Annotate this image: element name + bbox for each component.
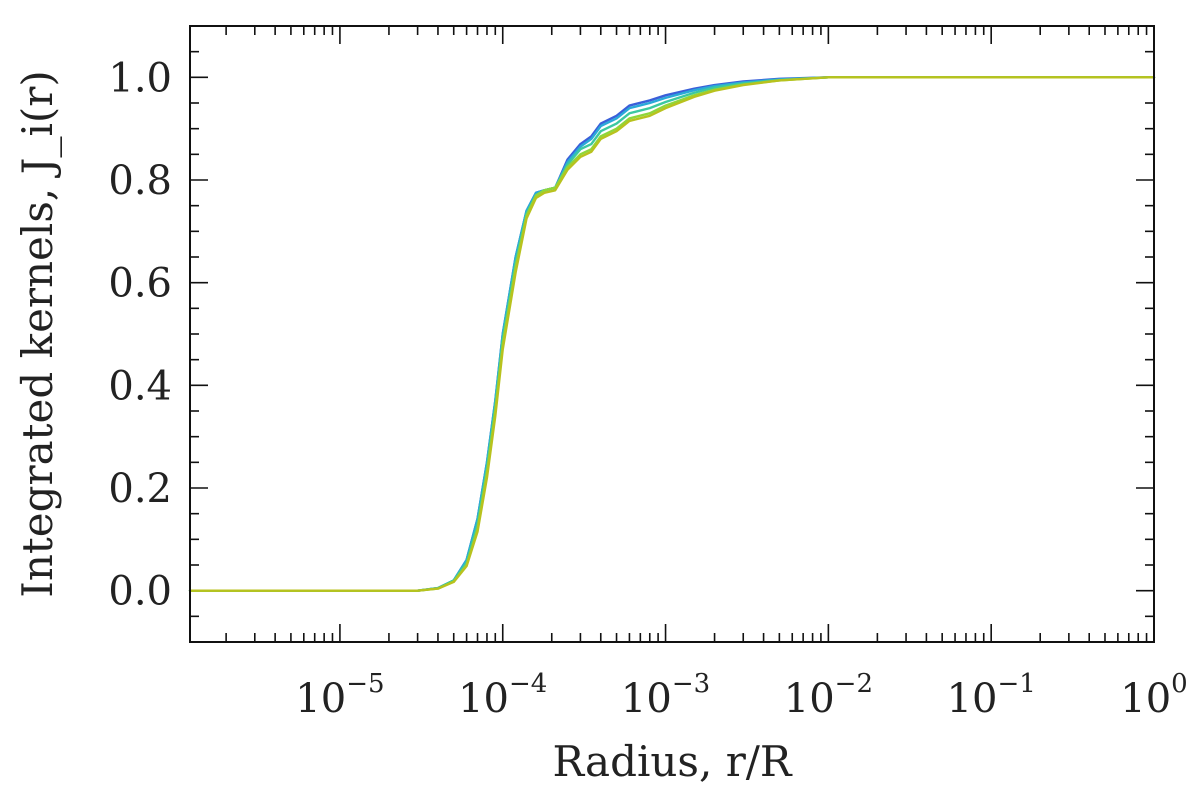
x-tick-exponent: −3 xyxy=(672,669,710,699)
x-axis-label: Radius, r/R xyxy=(552,737,792,786)
y-tick-label: 0.2 xyxy=(108,466,172,512)
y-tick-label: 1.0 xyxy=(108,55,172,101)
y-tick-label: 0.6 xyxy=(108,261,172,307)
series-line-3 xyxy=(188,76,1156,592)
plot-frame xyxy=(189,25,1155,643)
x-tick-base: 10 xyxy=(784,676,835,722)
x-tick-exponent: −5 xyxy=(346,669,384,699)
y-tick-labels: 0.0 0.2 0.4 0.6 0.8 1.0 xyxy=(108,55,172,614)
series-line-1 xyxy=(188,76,1156,592)
x-tick-exponent: −4 xyxy=(509,669,547,699)
x-tick-base: 10 xyxy=(947,676,998,722)
x-tick-exponent: −2 xyxy=(835,669,873,699)
x-tick-exponent: −1 xyxy=(997,669,1035,699)
y-tick-label: 0.4 xyxy=(108,363,172,409)
series-layer xyxy=(188,76,1156,592)
axis-ticks xyxy=(190,25,1155,643)
y-tick-label: 0.0 xyxy=(108,569,172,615)
x-tick-base: 10 xyxy=(1120,676,1171,722)
x-tick-exponent: 0 xyxy=(1171,669,1188,699)
x-tick-label: 10−3 xyxy=(621,669,710,722)
series-line-2 xyxy=(188,76,1156,592)
x-tick-label: 10−2 xyxy=(784,669,873,722)
x-tick-label: 10−1 xyxy=(947,669,1036,722)
x-tick-base: 10 xyxy=(458,676,509,722)
series-line-5 xyxy=(188,76,1156,592)
y-tick-label: 0.8 xyxy=(108,158,172,204)
series-line-4 xyxy=(188,76,1156,592)
x-tick-base: 10 xyxy=(295,676,346,722)
x-tick-base: 10 xyxy=(621,676,672,722)
x-tick-label: 10−5 xyxy=(295,669,384,722)
x-tick-label: 100 xyxy=(1120,669,1187,722)
x-tick-label: 10−4 xyxy=(458,669,547,722)
x-tick-labels: 10−5 10−4 10−3 10−2 10−1 100 xyxy=(295,669,1187,722)
y-axis-label: Integrated kernels, J_i(r) xyxy=(13,70,62,597)
